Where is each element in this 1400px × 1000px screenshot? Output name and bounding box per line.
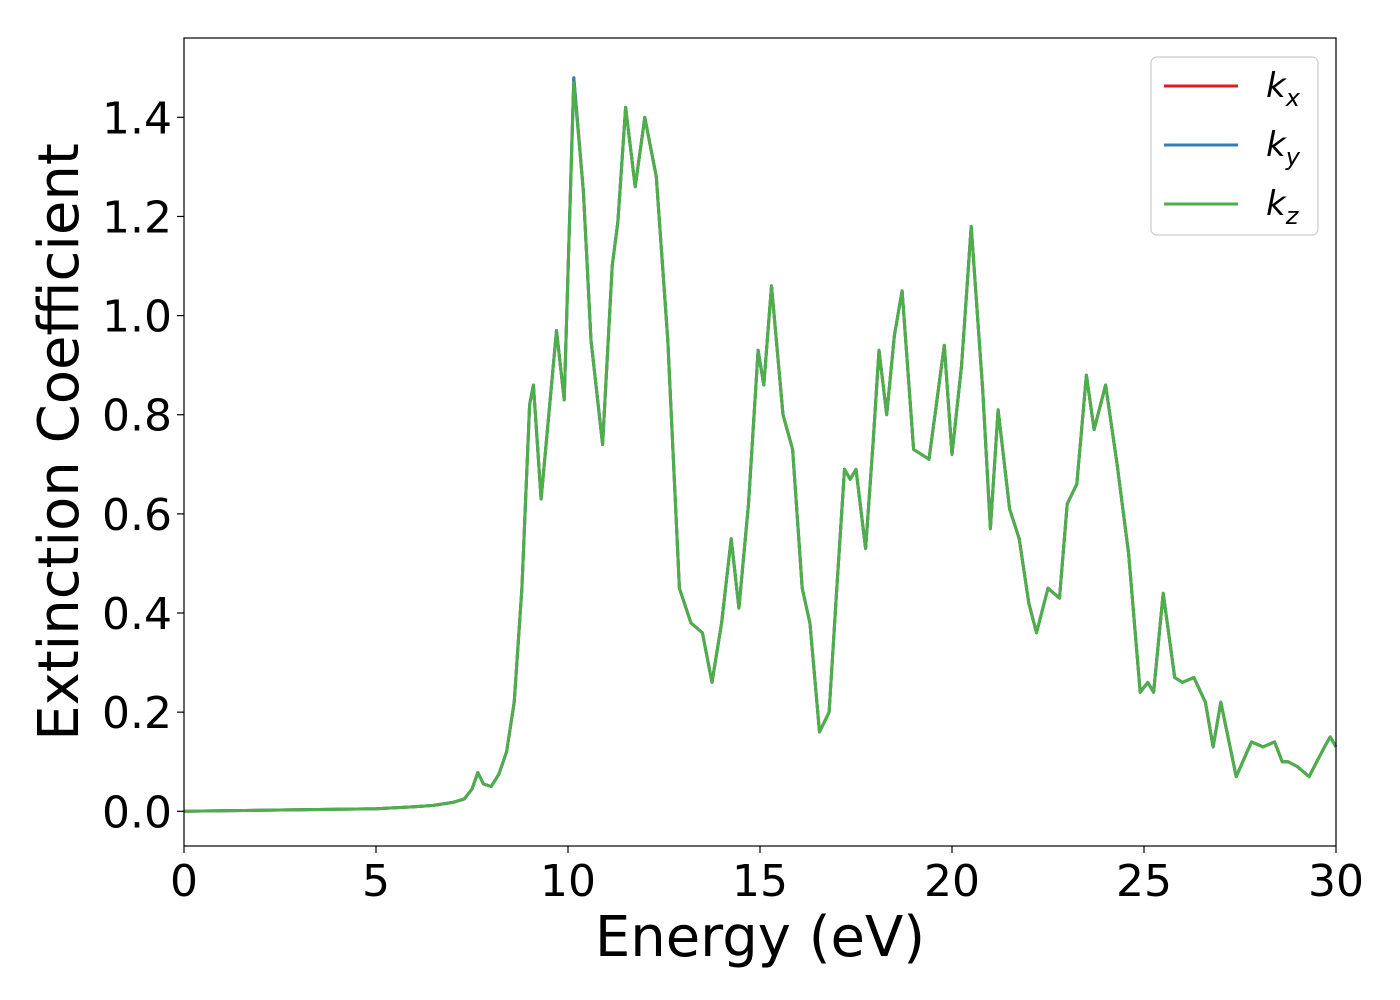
x-tick-label: 25 [1116, 856, 1172, 907]
plot-background [184, 38, 1336, 846]
y-axis-ticks: 0.0 0.2 0.4 0.6 0.8 1.0 1.2 1.4 [102, 93, 184, 838]
x-tick-label: 10 [540, 856, 596, 907]
x-tick-label: 15 [732, 856, 788, 907]
x-tick-label: 20 [924, 856, 980, 907]
series-line-k-z [183, 81, 1338, 813]
y-tick-label: 0.8 [102, 391, 172, 442]
y-axis-title: Extinction Coefficient [27, 143, 92, 741]
y-tick-label: 0.0 [102, 787, 172, 838]
y-tick-label: 0.6 [102, 490, 172, 541]
x-tick-label: 30 [1308, 856, 1364, 907]
x-tick-label: 0 [170, 856, 198, 907]
y-tick-label: 1.2 [102, 192, 172, 243]
y-tick-label: 0.2 [102, 688, 172, 739]
legend-label-ky: ky [1266, 125, 1301, 171]
x-axis-title: Energy (eV) [595, 905, 925, 970]
series-layer [183, 76, 1338, 813]
y-tick-label: 0.4 [102, 589, 172, 640]
y-tick-label: 1.0 [102, 292, 172, 343]
x-axis-ticks: 0 5 10 15 20 25 30 [170, 846, 1364, 907]
y-tick-label: 1.4 [102, 93, 172, 144]
x-tick-label: 5 [362, 856, 390, 907]
